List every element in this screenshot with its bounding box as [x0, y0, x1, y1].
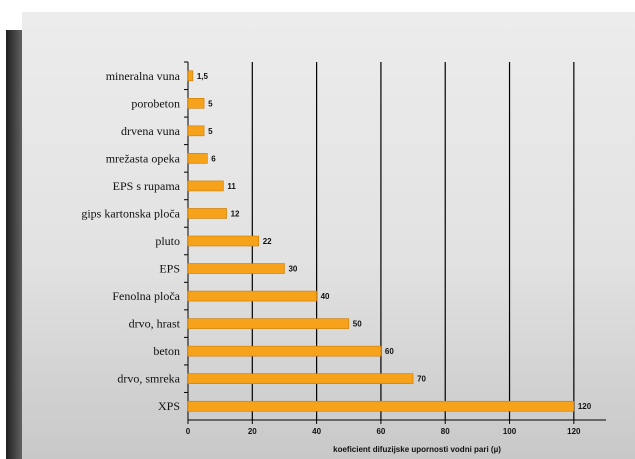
data-label: 1,5	[197, 72, 209, 81]
data-label: 60	[385, 347, 394, 356]
x-tick-label: 40	[312, 427, 321, 436]
chart-background	[22, 12, 635, 459]
category-label: drvo, smreka	[117, 372, 180, 386]
bar	[187, 70, 194, 82]
data-label: 30	[288, 265, 297, 274]
data-label: 5	[208, 127, 213, 136]
data-label: 50	[353, 320, 362, 329]
data-label: 120	[578, 402, 592, 411]
category-label: gips kartonska ploča	[81, 206, 180, 220]
bar	[187, 290, 317, 302]
category-label: EPS s rupama	[113, 179, 181, 193]
x-tick-label: 60	[376, 427, 385, 436]
bar	[187, 345, 382, 357]
labels: 0 20 40 60 80 100 120 mineralna vuna 1,5 porobeto…	[81, 69, 591, 436]
x-tick-label: 100	[503, 427, 517, 436]
category-label: mineralna vuna	[106, 69, 181, 83]
category-label: drvena vuna	[121, 124, 181, 138]
bar	[187, 400, 575, 412]
category-label: mrežasta opeka	[106, 151, 181, 165]
bar	[187, 98, 205, 109]
data-label: 11	[227, 182, 236, 191]
bar	[187, 153, 208, 164]
category-label: drvo, hrast	[129, 317, 181, 331]
x-tick-label: 80	[441, 427, 450, 436]
data-label: 22	[263, 237, 272, 246]
data-label: 12	[231, 209, 240, 218]
category-label: XPS	[158, 399, 180, 413]
x-axis-title: koeficient difuzijske upornosti vodni pa…	[333, 445, 501, 454]
bar	[187, 235, 260, 247]
bar	[187, 373, 414, 384]
category-label: EPS	[159, 262, 180, 276]
category-label: Fenolna ploča	[112, 289, 180, 303]
category-label: beton	[153, 344, 180, 358]
x-tick-label: 0	[186, 427, 191, 436]
bar	[187, 263, 285, 274]
data-label: 6	[211, 154, 216, 163]
bar	[187, 208, 227, 219]
data-label: 5	[208, 99, 213, 108]
bars	[187, 70, 575, 412]
category-label: pluto	[155, 234, 180, 248]
bar	[187, 318, 350, 329]
x-tick-label: 120	[567, 427, 581, 436]
bar	[187, 180, 224, 192]
x-tick-label: 20	[248, 427, 257, 436]
category-label: porobeton	[131, 96, 180, 110]
data-label: 40	[321, 292, 330, 301]
bar	[187, 125, 205, 137]
data-label: 70	[417, 375, 426, 384]
gridlines	[184, 61, 606, 424]
